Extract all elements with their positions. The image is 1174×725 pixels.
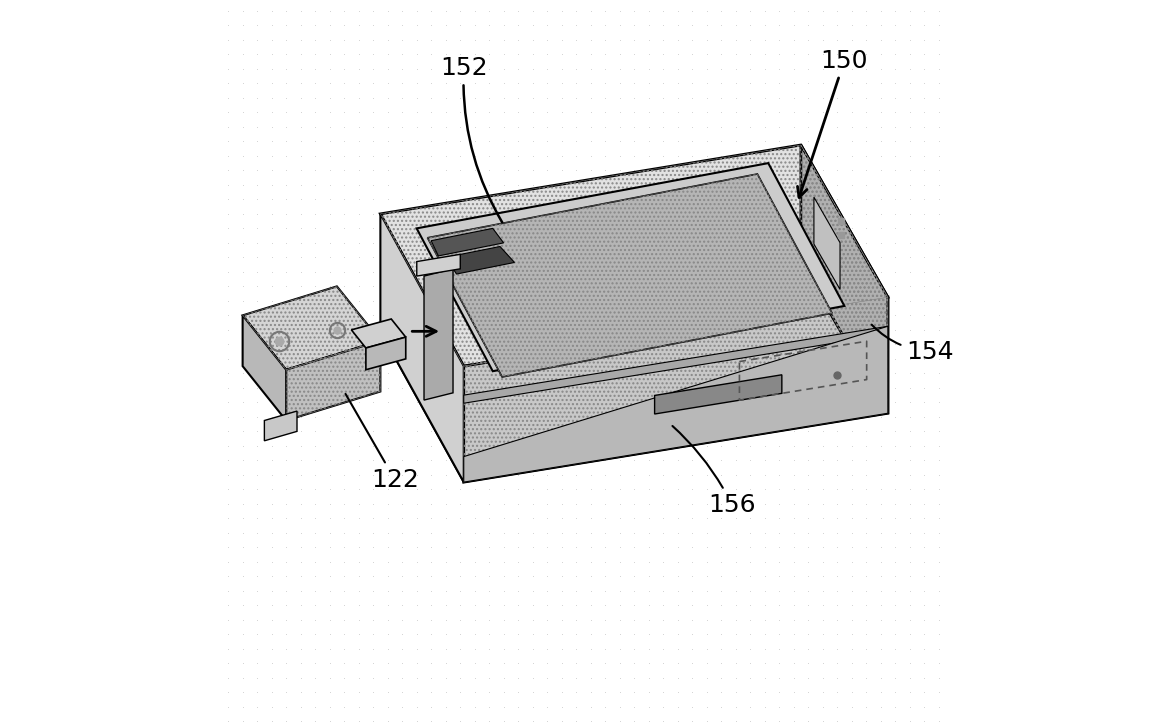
Text: 154: 154 bbox=[871, 325, 953, 364]
Polygon shape bbox=[243, 315, 286, 420]
Text: 152: 152 bbox=[440, 56, 502, 223]
Polygon shape bbox=[431, 228, 504, 256]
Polygon shape bbox=[464, 297, 888, 482]
Polygon shape bbox=[264, 411, 297, 441]
Polygon shape bbox=[464, 326, 888, 403]
Polygon shape bbox=[464, 326, 888, 482]
Text: 150: 150 bbox=[797, 49, 868, 197]
Polygon shape bbox=[427, 174, 832, 377]
Text: 122: 122 bbox=[345, 394, 419, 492]
Polygon shape bbox=[417, 254, 460, 276]
Polygon shape bbox=[424, 269, 453, 400]
Polygon shape bbox=[814, 197, 841, 289]
Polygon shape bbox=[380, 262, 888, 482]
Polygon shape bbox=[446, 247, 514, 274]
Polygon shape bbox=[286, 341, 380, 420]
Polygon shape bbox=[801, 145, 888, 413]
Polygon shape bbox=[380, 214, 464, 482]
Polygon shape bbox=[243, 286, 380, 370]
Text: 156: 156 bbox=[673, 426, 756, 517]
Polygon shape bbox=[380, 145, 888, 366]
Polygon shape bbox=[351, 319, 406, 348]
Polygon shape bbox=[655, 375, 782, 414]
Polygon shape bbox=[417, 163, 844, 371]
Polygon shape bbox=[366, 337, 406, 370]
